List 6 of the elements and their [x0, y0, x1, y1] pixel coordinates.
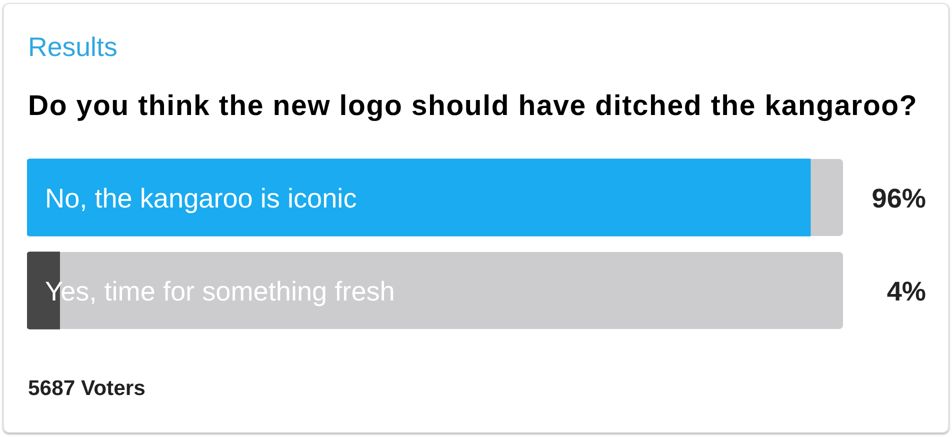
data-label: 96% [872, 182, 926, 214]
chart-subtitle: Results [28, 32, 118, 62]
chart-title: Do you think the new logo should have ditched the kangaroo? [28, 90, 918, 122]
y-tick-label: No, the kangaroo is iconic [45, 182, 357, 214]
data-label: 4% [886, 275, 926, 306]
text: 5687 Voters [28, 377, 146, 401]
